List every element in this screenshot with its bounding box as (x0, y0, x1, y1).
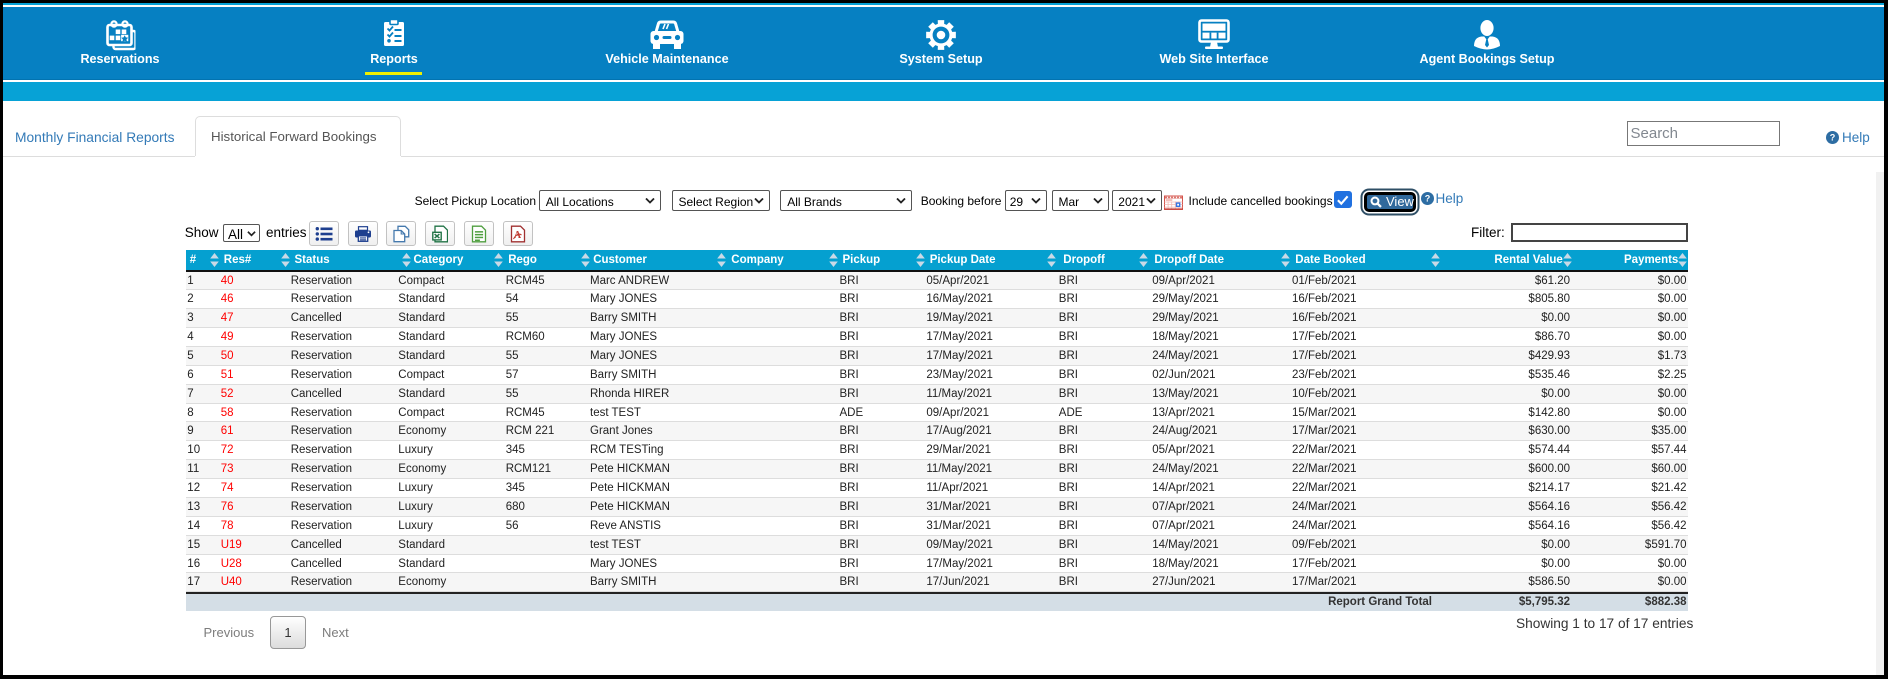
svg-text:?: ? (1425, 194, 1431, 204)
svg-text:A: A (513, 230, 521, 241)
svg-text:?: ? (1830, 133, 1836, 143)
